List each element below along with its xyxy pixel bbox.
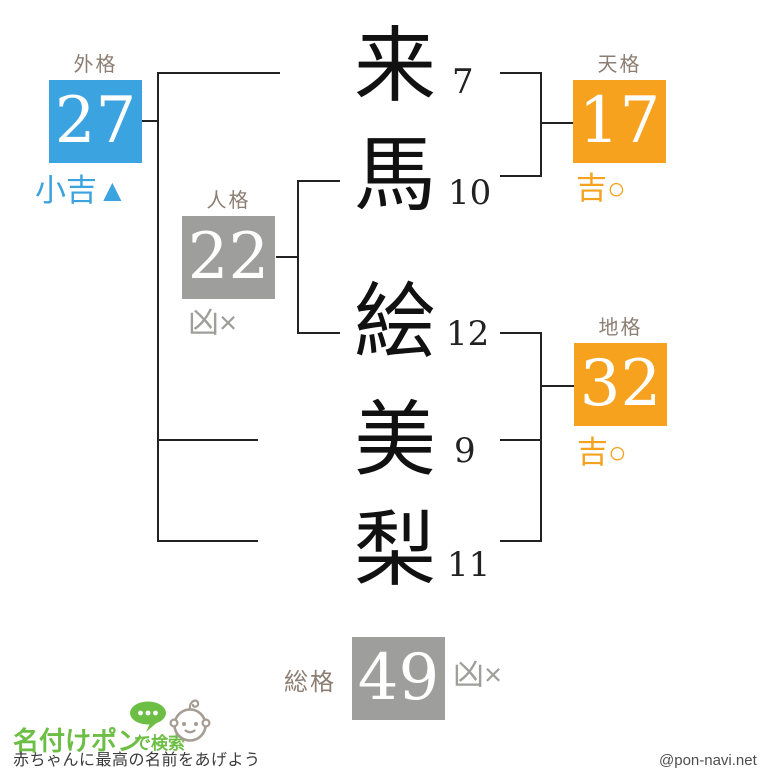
logo-search-suffix: で検索 [134,734,185,753]
jinkaku-value-box: 22 [182,216,275,299]
stroke-count: 7 [452,62,474,102]
connector-line [157,439,258,441]
connector-line [276,256,297,258]
gaikaku-label: 外格 [73,54,118,76]
tenkaku-fortune: 吉○ [576,171,626,206]
baby-face-icon [169,699,211,742]
connector-line [500,72,540,74]
name-char: 美 [353,393,436,488]
connector-line [297,180,299,334]
name-char: 梨 [353,503,436,598]
connector-line [500,175,540,177]
stroke-count: 9 [454,431,476,471]
name-char: 馬 [353,128,436,223]
tenkaku-value-box: 17 [573,80,666,163]
connector-line [540,332,542,542]
stroke-count: 10 [448,173,492,213]
tagline: 赤ちゃんに最高の名前をあげよう [13,752,261,769]
connector-line [142,120,157,122]
connector-line [500,332,540,334]
connector-line [297,332,340,334]
soukaku-value-box: 49 [352,637,445,720]
chikaku-value-box: 32 [574,343,667,426]
connector-line [540,385,574,387]
soukaku-fortune: 凶× [453,657,503,692]
site-credit: @pon-navi.net [659,752,757,769]
connector-line [297,180,340,182]
jinkaku-fortune: 凶× [188,305,238,340]
connector-line [157,72,280,74]
gaikaku-fortune: 小吉▲ [35,173,128,208]
connector-line [157,540,258,542]
name-char: 来 [353,19,436,114]
connector-line [540,72,542,177]
stroke-count: 11 [447,545,491,585]
chikaku-fortune: 吉○ [577,435,627,470]
soukaku-label: 総格 [284,669,336,696]
connector-line [500,540,540,542]
tenkaku-label: 天格 [597,54,642,76]
logo-wordmark: 名付けポン [13,726,144,756]
connector-line [540,122,573,124]
stroke-count: 12 [446,314,490,354]
connector-line [500,439,540,441]
gaikaku-value-box: 27 [49,80,142,163]
jinkaku-label: 人格 [206,190,251,212]
chikaku-label: 地格 [598,317,643,339]
connector-line [157,72,159,542]
name-char: 絵 [353,275,436,370]
speech-bubble-icon [130,701,166,732]
